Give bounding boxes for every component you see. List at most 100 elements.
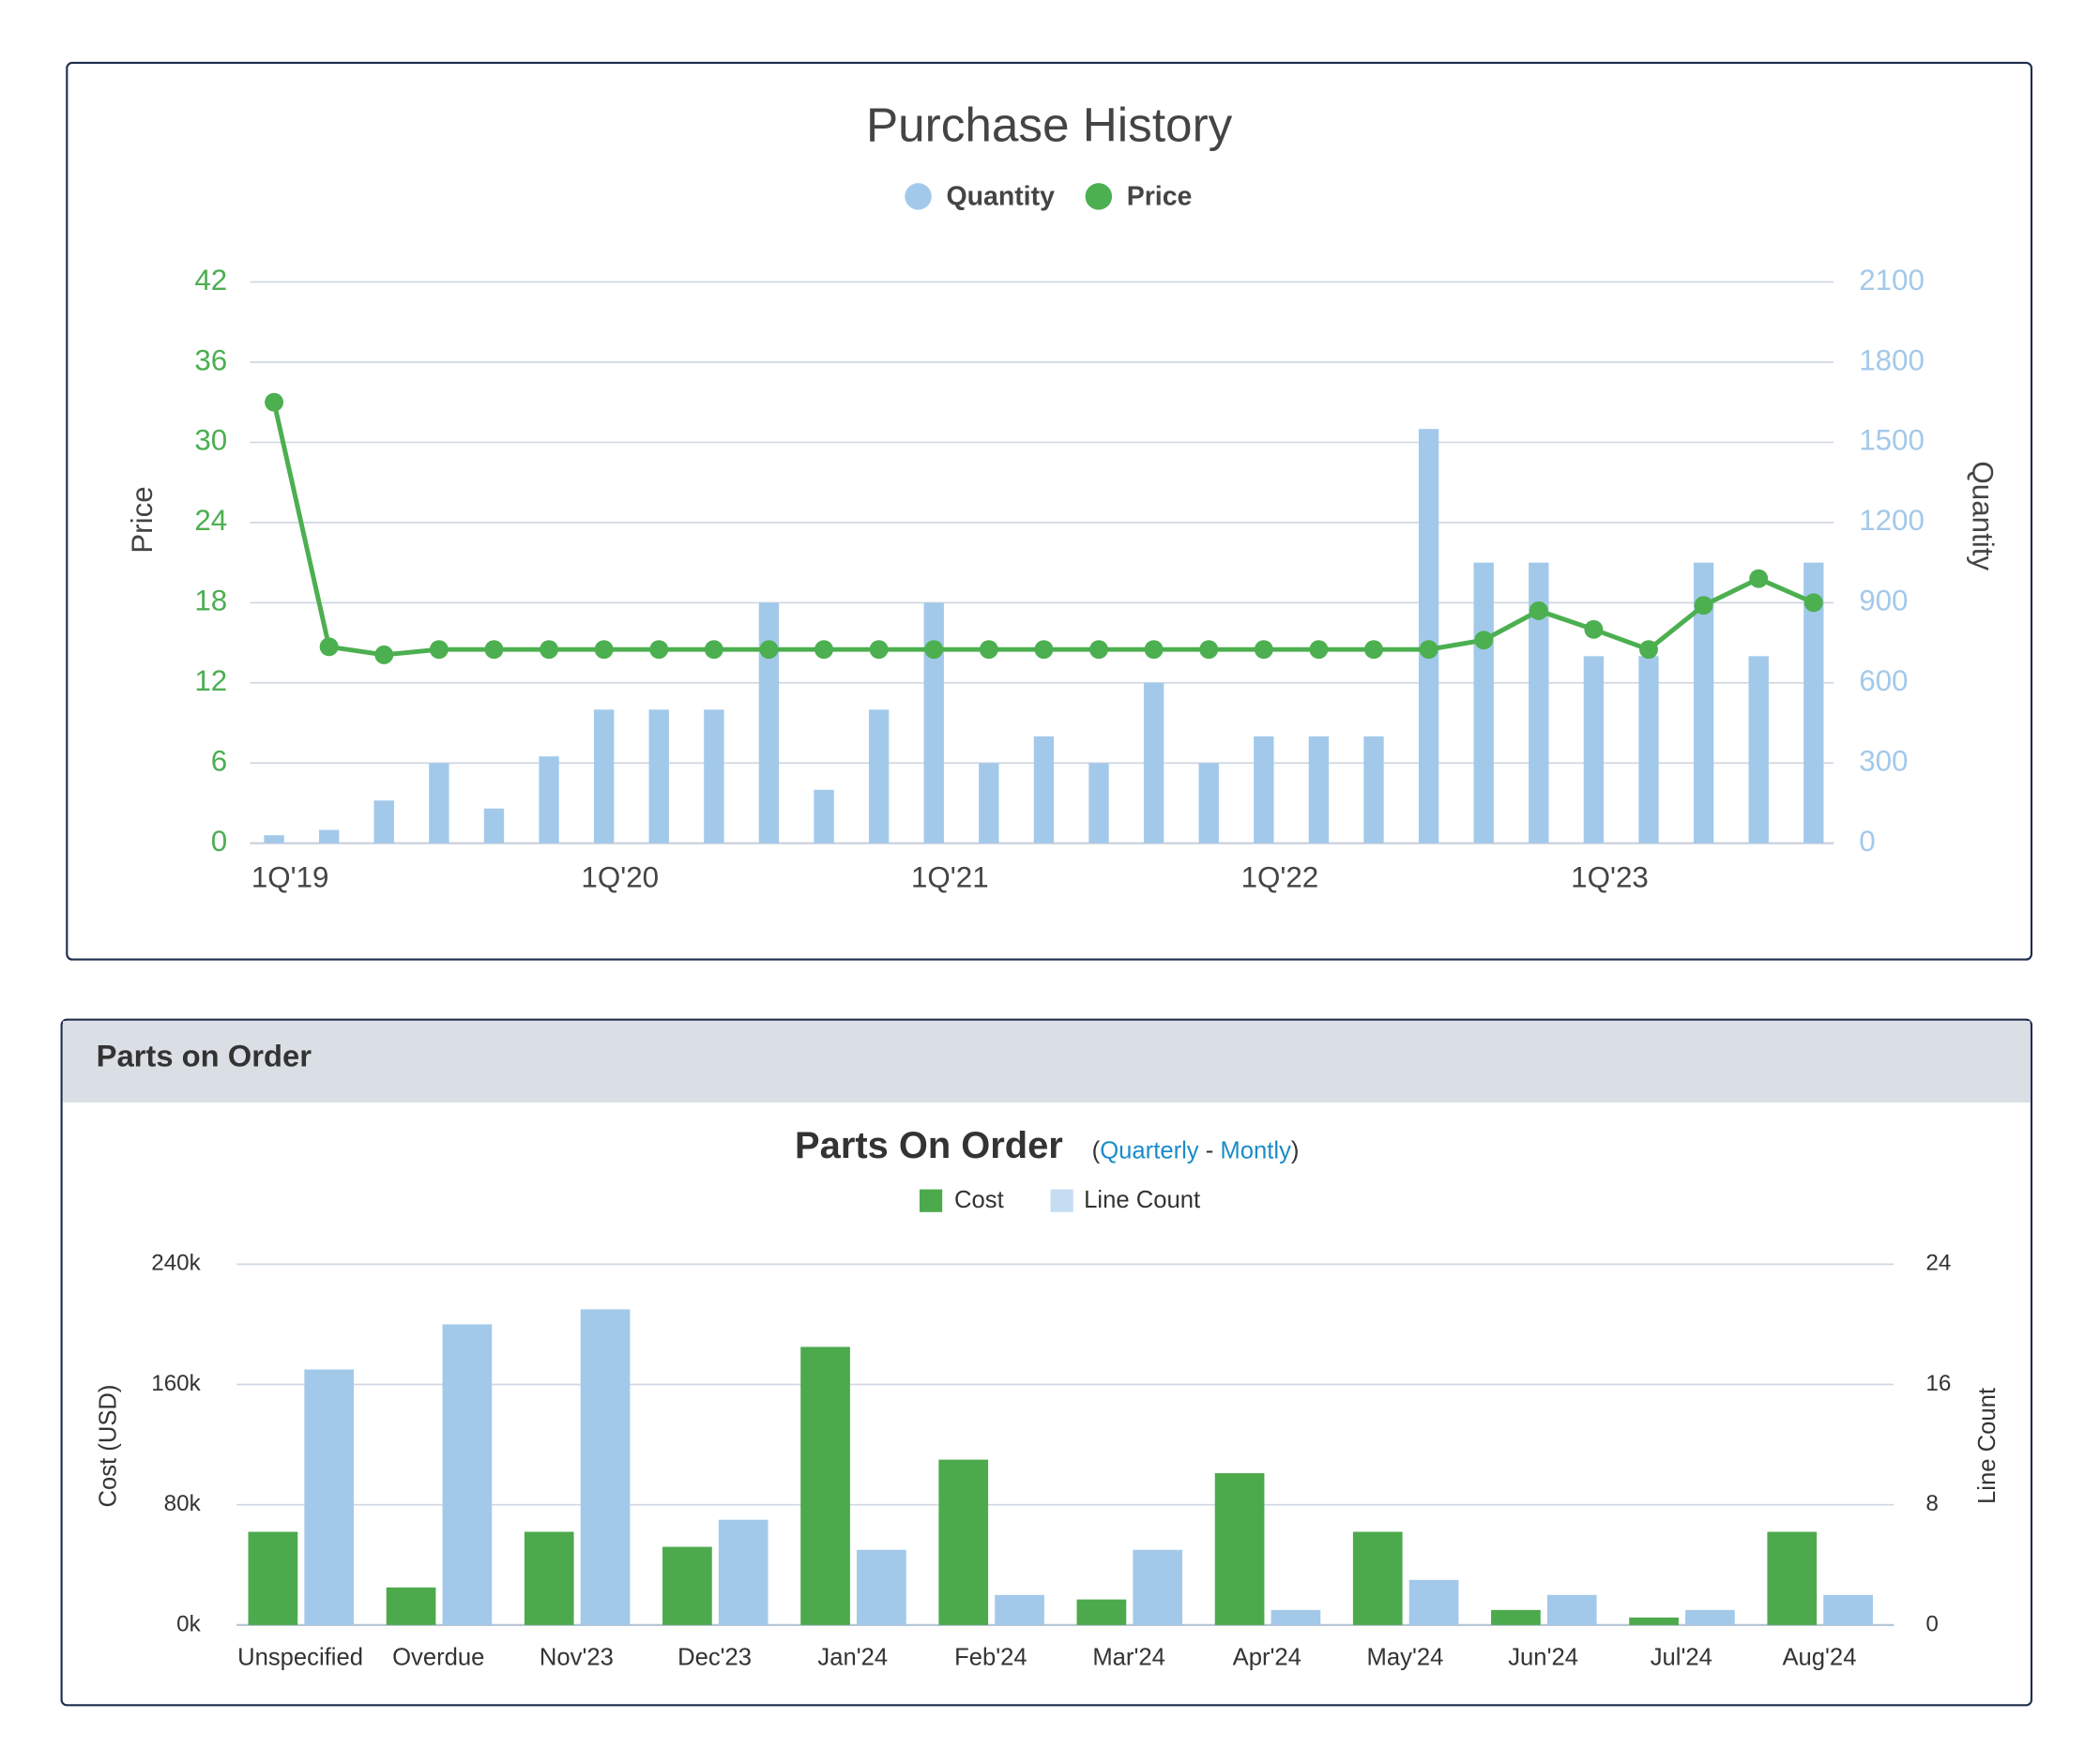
price-point [814,640,834,660]
price-point [1144,640,1164,660]
y2-tick-label: 1200 [1859,504,1925,537]
bar [1629,1617,1679,1625]
y-axis-title: Price [126,486,159,553]
x-tick-label: 1Q'20 [581,860,659,893]
y-tick-label: 160k [151,1371,201,1396]
bar [1693,562,1714,844]
bar [1308,736,1330,844]
bar [1685,1609,1735,1625]
bar [1254,736,1274,844]
bar [593,709,615,844]
y2-axis-title: Quantity [1967,461,2000,570]
bar [483,808,505,844]
y-tick-label: 24 [194,504,227,537]
price-point [979,640,998,660]
price-point [649,640,669,660]
bar [758,602,780,844]
bar [704,709,724,844]
y2-tick-label: 24 [1925,1251,1951,1276]
bar [1033,736,1055,844]
price-point [869,640,889,660]
y-tick-label: 12 [194,664,227,697]
x-tick-label: 1Q'23 [1571,860,1649,893]
price-point [1749,569,1769,588]
y-tick-label: 6 [211,745,227,778]
x-tick-label: Aug'24 [1782,1644,1856,1670]
y2-tick-label: 1800 [1859,343,1925,376]
legend-marker [1050,1189,1073,1212]
price-point [1089,640,1108,660]
legend-label: Cost [954,1187,1004,1213]
x-tick-label: Dec'23 [677,1644,752,1670]
y2-tick-label: 900 [1859,585,1908,617]
y-axis-title: Cost (USD) [96,1385,122,1508]
bar [373,800,394,844]
bar [1529,562,1549,844]
price-point [484,640,504,660]
period-links: (Quarterly - Montly) [1092,1137,1300,1163]
bar [938,1459,989,1625]
x-tick-label: 1Q'19 [251,860,329,893]
bar [1076,1599,1127,1625]
paren: ( [1092,1137,1101,1163]
bar [1214,1473,1265,1625]
x-tick-label: 1Q'21 [911,860,989,893]
chart-title: Purchase History [866,98,1233,151]
x-tick-label: Feb'24 [954,1644,1027,1670]
price-point [319,637,339,657]
price-point [1529,601,1548,620]
legend-label: Price [1127,181,1193,211]
price-point [1474,631,1494,650]
bar [248,1531,298,1625]
paren: ) [1291,1137,1300,1163]
x-tick-label: Overdue [392,1644,484,1670]
bar [429,763,449,844]
price-point [594,640,614,660]
bar [1198,763,1219,844]
y-tick-label: 0 [211,825,227,858]
bar [1363,736,1384,844]
bar [1767,1531,1818,1625]
y2-tick-label: 0 [1859,825,1875,858]
price-point [265,392,284,412]
x-tick-label: Jun'24 [1508,1644,1578,1670]
price-point [1254,640,1273,660]
bar [1803,562,1824,844]
bar [1271,1609,1321,1625]
bar [1491,1609,1541,1625]
y-tick-label: 36 [194,343,227,376]
bar [1546,1594,1597,1625]
link-quarterly[interactable]: Quarterly [1100,1137,1199,1163]
y-tick-label: 0k [176,1611,201,1636]
price-point [759,640,779,660]
price-point [1639,640,1658,660]
legend-label: Line Count [1084,1187,1200,1213]
bar [1088,763,1109,844]
bar [800,1346,850,1625]
y-tick-label: 240k [151,1251,201,1276]
y2-tick-label: 600 [1859,664,1908,697]
bar [442,1324,493,1625]
link-monthly[interactable]: Montly [1220,1137,1291,1163]
bar [580,1309,631,1625]
bar [264,835,284,844]
bar [857,1549,906,1625]
panel-title: Parts on Order [97,1039,312,1073]
bar [1748,656,1769,844]
y2-tick-label: 300 [1859,745,1908,778]
x-tick-label: Jul'24 [1651,1644,1712,1670]
price-point [1803,593,1823,613]
price-point [704,640,723,660]
y2-tick-label: 8 [1925,1491,1938,1516]
bar [304,1369,355,1625]
y2-tick-label: 1500 [1859,424,1925,457]
bar [1352,1531,1403,1625]
price-point [374,645,394,664]
x-tick-label: Mar'24 [1092,1644,1165,1670]
price-point [1584,619,1604,639]
bar [524,1531,574,1625]
bar [1143,682,1164,844]
x-tick-label: Jan'24 [817,1644,888,1670]
